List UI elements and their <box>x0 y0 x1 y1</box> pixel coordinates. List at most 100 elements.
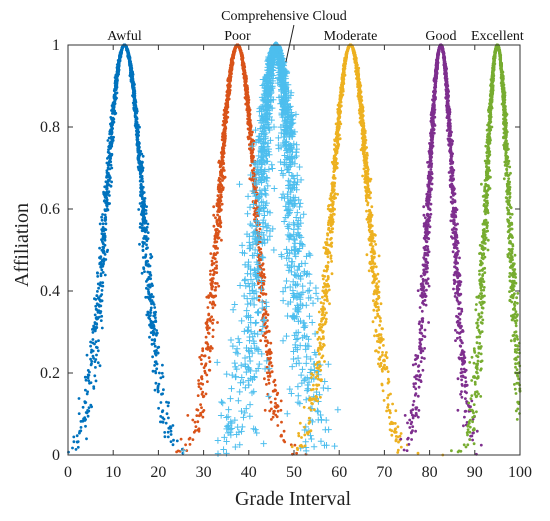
data-point <box>206 380 209 383</box>
data-point <box>201 349 205 353</box>
data-point <box>267 330 271 333</box>
data-point <box>262 191 270 199</box>
data-point <box>104 258 108 261</box>
data-point <box>318 416 325 424</box>
data-point <box>96 275 100 278</box>
data-point <box>197 382 201 386</box>
data-point <box>372 299 375 303</box>
data-point <box>97 303 101 307</box>
data-point <box>223 175 227 179</box>
data-point <box>301 260 309 267</box>
data-point <box>99 304 103 308</box>
data-point <box>74 448 78 451</box>
data-point <box>219 164 223 168</box>
data-point <box>157 382 161 386</box>
data-point <box>264 316 268 319</box>
data-point <box>215 271 219 274</box>
data-point <box>223 370 230 378</box>
data-point <box>214 232 218 236</box>
data-point <box>109 184 113 188</box>
data-point <box>145 243 148 247</box>
data-point <box>381 389 385 393</box>
data-point <box>299 366 306 373</box>
data-point <box>146 222 150 226</box>
data-point <box>143 204 147 207</box>
data-point <box>254 215 257 219</box>
data-point <box>77 397 81 400</box>
data-point <box>115 83 119 87</box>
data-point <box>239 423 246 431</box>
data-point <box>175 450 179 454</box>
data-point <box>238 362 245 369</box>
data-point <box>213 288 217 292</box>
data-point <box>154 381 158 385</box>
data-point <box>142 237 146 240</box>
data-point <box>227 88 231 92</box>
data-point <box>235 335 242 342</box>
data-point <box>128 62 132 66</box>
data-point <box>214 216 217 220</box>
data-point <box>110 180 113 184</box>
data-point <box>96 296 100 300</box>
series-awful-points <box>67 43 185 455</box>
data-point <box>144 219 148 223</box>
data-point <box>222 169 226 172</box>
data-point <box>113 87 117 91</box>
data-point <box>250 160 254 164</box>
data-point <box>142 267 146 271</box>
data-point <box>244 327 251 334</box>
data-point <box>137 130 141 134</box>
data-point <box>230 58 234 62</box>
data-point <box>201 390 205 394</box>
data-point <box>283 332 290 340</box>
data-point <box>279 434 283 438</box>
data-point <box>256 282 260 285</box>
data-point <box>371 320 375 324</box>
data-point <box>320 384 327 392</box>
data-point <box>236 339 243 346</box>
data-point <box>103 213 107 217</box>
data-point <box>95 317 99 321</box>
data-point <box>248 115 251 118</box>
data-point <box>94 366 97 369</box>
data-point <box>280 420 283 424</box>
data-point <box>297 371 305 379</box>
data-point <box>75 434 79 438</box>
data-point <box>144 255 148 258</box>
data-point <box>132 83 136 87</box>
data-point <box>185 449 189 452</box>
data-point <box>262 268 266 271</box>
data-point <box>269 341 273 345</box>
data-point <box>268 371 272 375</box>
data-point <box>325 426 332 433</box>
data-point <box>270 370 274 374</box>
data-point <box>97 339 100 342</box>
data-point <box>218 398 225 406</box>
data-point <box>274 406 278 409</box>
data-point <box>219 170 222 174</box>
data-point <box>143 221 147 225</box>
data-point <box>238 242 246 249</box>
data-point <box>104 215 108 219</box>
data-point <box>211 328 215 332</box>
data-point <box>297 432 300 435</box>
data-point <box>111 123 114 127</box>
data-point <box>212 205 216 209</box>
data-point <box>148 317 152 321</box>
data-point <box>301 324 308 331</box>
data-point <box>205 326 209 329</box>
data-point <box>265 365 269 369</box>
data-point <box>161 363 164 367</box>
data-point <box>223 414 230 421</box>
data-point <box>142 226 146 230</box>
data-point <box>248 222 256 229</box>
data-point <box>220 446 227 453</box>
data-point <box>144 263 148 267</box>
data-point <box>84 424 87 428</box>
data-point <box>245 99 249 103</box>
data-point <box>166 404 170 408</box>
data-point <box>137 134 141 137</box>
data-point <box>145 247 148 251</box>
data-point <box>304 381 311 389</box>
